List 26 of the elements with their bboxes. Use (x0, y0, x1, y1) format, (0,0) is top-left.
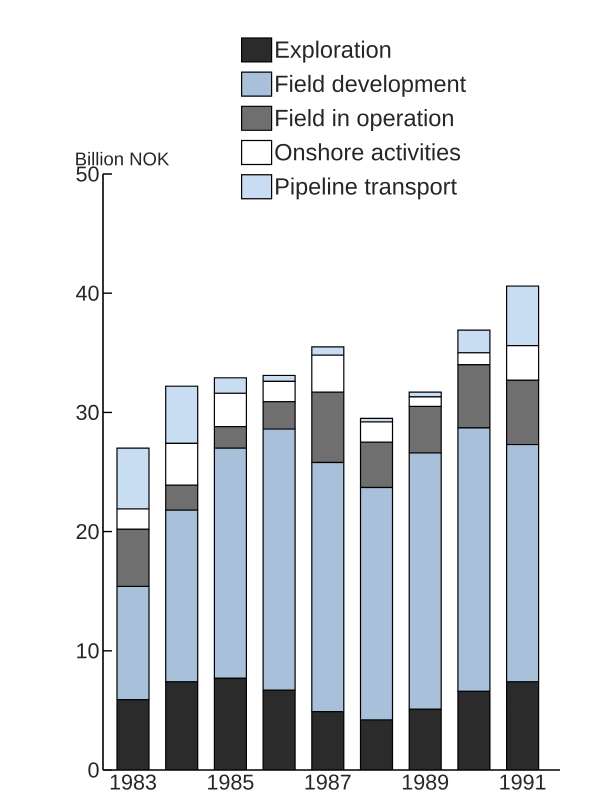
x-tick-label: 1985 (208, 774, 254, 790)
bar (165, 681, 198, 770)
legend-label: Onshore activities (275, 143, 460, 161)
bar (214, 678, 247, 770)
bar (408, 708, 442, 770)
bar (457, 690, 491, 770)
legend-label: Exploration (276, 40, 390, 63)
x-tick-label: 1989 (402, 774, 448, 790)
legend-label: Field in operation (276, 109, 453, 131)
y-tick-label: 30 (76, 404, 99, 420)
y-tick-label: 40 (76, 286, 99, 301)
y-tick-label: 50 (76, 166, 99, 182)
legend-label: Pipeline transport (276, 177, 457, 200)
bar (262, 690, 296, 770)
bar (116, 699, 150, 770)
y-tick-label: 0 (88, 762, 99, 778)
y-axis-title: Billion NOK (76, 152, 170, 166)
y-tick-label: 20 (76, 524, 99, 540)
bar (506, 681, 540, 770)
y-tick-label: 10 (77, 643, 99, 658)
x-tick-label: 1991 (500, 774, 546, 790)
bar (311, 710, 344, 770)
x-tick-label: 1987 (306, 774, 351, 790)
legend-label: Field development (276, 74, 466, 97)
bar (360, 719, 394, 770)
x-tick-label: 1983 (110, 774, 156, 790)
